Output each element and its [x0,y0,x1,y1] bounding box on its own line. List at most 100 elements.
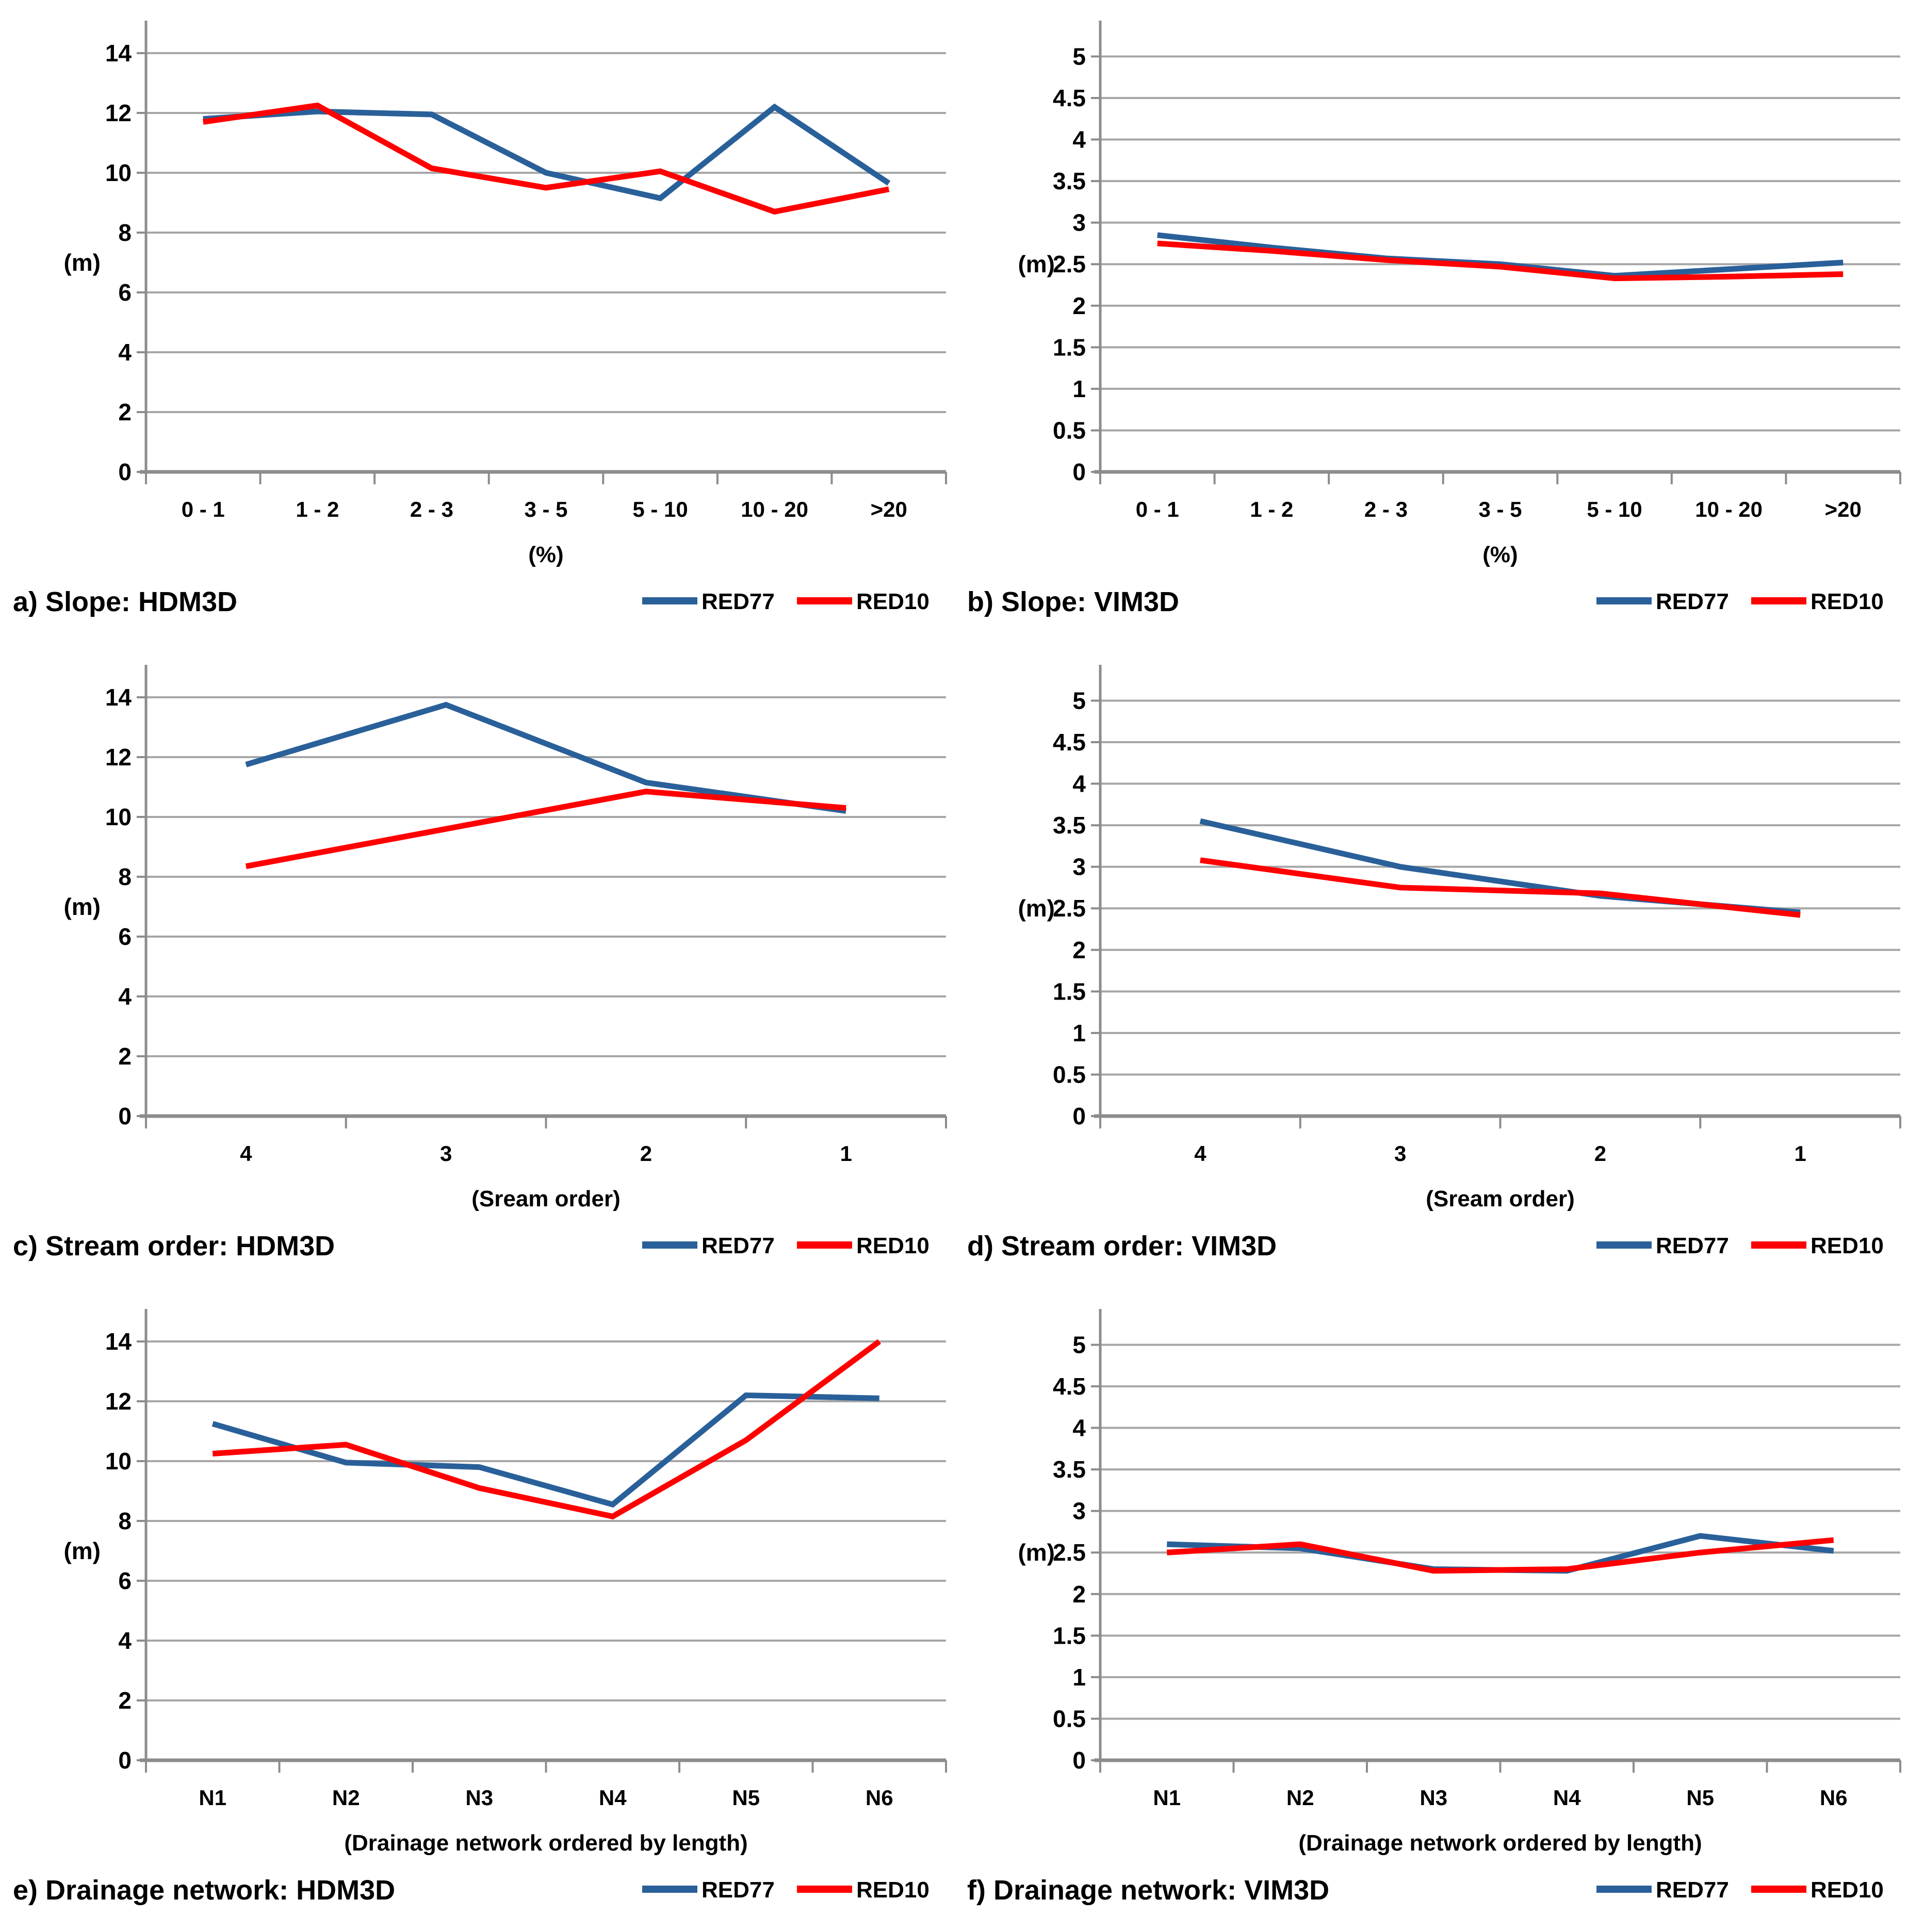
y-tick-label: 0 [118,1747,132,1774]
y-tick-label: 2 [118,399,132,425]
y-tick-label: 3 [1072,209,1086,236]
y-tick-label: 4.5 [1053,85,1086,111]
y-tick-label: 2.5 [1053,251,1086,277]
chart-svg-f: 0 0.5 1 1.5 2 2.5 3 3.5 4 4.5 5 N1 N2 N3 N4 N5 N6 (m) (Dra… [967,1309,1901,1906]
x-tick-label: N1 [1153,1786,1181,1810]
y-tick-label: 12 [105,100,132,126]
y-tick-label: 2.5 [1053,1539,1086,1566]
x-tick-label: 2 [640,1141,652,1166]
x-tick-label: 3 [440,1141,452,1166]
y-axis-title: (m) [1018,1539,1055,1566]
chart-panel-f: 0 0.5 1 1.5 2 2.5 3 3.5 4 4.5 5 N1 N2 N3 N4 N5 N6 (m) (Dra… [954,1288,1908,1932]
y-tick-label: 0 [118,1103,132,1129]
series-line-red10 [203,102,890,215]
y-tick-label: 3.5 [1053,1456,1086,1483]
x-tick-label: 3 - 5 [524,497,567,521]
y-tick-label: 5 [1072,43,1086,70]
y-tick-label: 8 [118,863,132,890]
y-tick-label: 2 [1072,937,1086,963]
series-line-red10 [1200,857,1801,918]
y-axis-title: (m) [63,893,101,920]
y-axis-title: (m) [63,249,101,276]
x-tick-label: 10 - 20 [1695,497,1763,521]
x-tick-label: N5 [1686,1786,1714,1810]
x-tick-label: 5 - 10 [632,497,688,521]
y-tick-label: 3 [1072,854,1086,880]
legend-label: RED77 [1656,589,1729,614]
x-tick-label: 0 - 1 [182,497,225,521]
y-tick-label: 12 [105,1388,132,1415]
series-line-red10 [1157,240,1844,282]
y-tick-label: 5 [1072,1331,1086,1358]
y-tick-label: 1 [1072,1020,1086,1046]
y-tick-label: 4 [118,339,132,366]
y-axis-title: (m) [1018,251,1055,277]
x-tick-label: 2 [1594,1141,1606,1166]
legend-label: RED10 [1811,589,1884,614]
x-tick-label: N3 [465,1786,493,1810]
y-tick-label: 6 [118,923,132,950]
series-line-red10 [245,789,846,870]
x-tick-label: N2 [1286,1786,1314,1810]
chart-svg-e: 0 2 4 6 8 10 12 14 N1 N2 N3 N4 N5 N6 (m) (Drainage netw… [13,1309,947,1906]
x-tick-label: N6 [1820,1786,1848,1810]
legend-label: RED10 [856,1233,929,1258]
x-tick-label: N6 [866,1786,893,1810]
legend-label: RED10 [856,1877,929,1903]
x-tick-label: 1 [840,1141,852,1166]
y-tick-label: 0.5 [1053,1705,1086,1732]
y-tick-label: 6 [118,279,132,306]
y-tick-label: 12 [105,744,132,771]
x-tick-label: N2 [332,1786,360,1810]
series-line-red10 [212,1339,882,1520]
y-tick-label: 4 [1072,126,1086,153]
y-tick-label: 0 [1072,1103,1086,1129]
y-tick-label: 4.5 [1053,1373,1086,1400]
x-tick-label: 5 - 10 [1587,497,1642,521]
y-tick-label: 0.5 [1053,1061,1086,1088]
y-tick-label: 8 [118,219,132,246]
x-tick-label: 3 - 5 [1478,497,1522,521]
x-tick-label: >20 [1825,497,1862,521]
y-tick-label: 14 [105,40,132,67]
x-tick-label: 2 - 3 [410,497,453,521]
panel-caption: f) Drainage network: VIM3D [967,1875,1329,1906]
y-tick-label: 3.5 [1053,812,1086,839]
y-tick-label: 5 [1072,687,1086,714]
x-tick-label: >20 [871,497,907,521]
chart-panel-e: 0 2 4 6 8 10 12 14 N1 N2 N3 N4 N5 N6 (m) (Drainage netw… [0,1288,954,1932]
chart-panel-a: 0 2 4 6 8 10 12 14 0 - 1 1 - 2 2 - 3 3 - 5 5 - 10 10 … [0,0,954,644]
y-tick-label: 4 [118,1627,132,1654]
y-tick-label: 4 [118,983,132,1010]
legend-label: RED77 [702,1233,775,1258]
x-tick-label: 1 - 2 [296,497,339,521]
y-tick-label: 4.5 [1053,729,1086,756]
x-tick-label: N4 [1553,1786,1581,1810]
legend-label: RED77 [702,589,775,614]
y-tick-label: 0 [1072,1747,1086,1774]
y-tick-label: 2 [1072,1581,1086,1608]
y-tick-label: 2 [118,1687,132,1714]
y-tick-label: 4 [1072,771,1086,797]
y-tick-label: 14 [105,1328,132,1355]
legend-label: RED10 [1811,1877,1884,1903]
y-tick-label: 1.5 [1053,1622,1086,1649]
series-line-red10 [1166,1537,1834,1574]
y-axis-title: (m) [63,1537,101,1564]
x-tick-label: N4 [599,1786,627,1810]
x-tick-label: N5 [732,1786,760,1810]
panel-caption: c) Stream order: HDM3D [13,1231,335,1262]
y-tick-label: 2.5 [1053,895,1086,922]
series-line-red77 [245,701,846,814]
x-axis-title: (Sream order) [471,1186,621,1211]
panel-caption: b) Slope: VIM3D [967,586,1179,617]
legend-label: RED10 [856,589,929,614]
y-tick-label: 10 [105,1448,132,1475]
x-axis-title: (%) [1482,542,1518,567]
chart-svg-c: 0 2 4 6 8 10 12 14 4 3 2 1 (m) (Sream order) c) Stream… [13,665,947,1262]
x-axis-title: (Drainage network ordered by length) [344,1830,747,1856]
x-tick-label: N3 [1420,1786,1447,1810]
chart-svg-d: 0 0.5 1 1.5 2 2.5 3 3.5 4 4.5 5 4 3 2 1 (m) (Sream order… [967,665,1901,1262]
y-tick-label: 0.5 [1053,417,1086,444]
